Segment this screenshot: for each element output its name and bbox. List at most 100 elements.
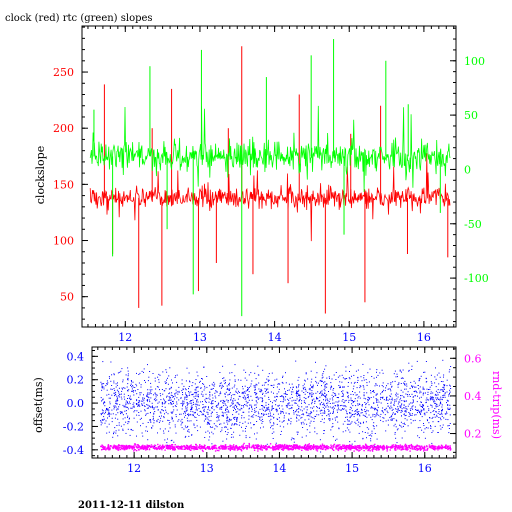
offset-point bbox=[276, 399, 277, 401]
roundtrip-point bbox=[252, 445, 254, 448]
roundtrip-point bbox=[333, 444, 335, 446]
offset-point bbox=[114, 395, 115, 397]
offset-point bbox=[338, 400, 340, 402]
roundtrip-point bbox=[337, 447, 339, 450]
offset-point bbox=[434, 425, 436, 427]
roundtrip-point bbox=[381, 447, 383, 450]
offset-point bbox=[438, 383, 440, 385]
offset-point bbox=[232, 399, 234, 401]
roundtrip-point bbox=[419, 446, 421, 449]
offset-point bbox=[229, 392, 231, 394]
roundtrip-point bbox=[364, 446, 366, 448]
offset-point bbox=[216, 420, 218, 422]
roundtrip-point bbox=[242, 445, 244, 448]
offset-point bbox=[151, 407, 153, 408]
offset-point bbox=[325, 383, 327, 385]
offset-point bbox=[197, 404, 199, 406]
offset-point bbox=[266, 389, 267, 391]
offset-point bbox=[435, 390, 437, 392]
offset-point bbox=[324, 408, 325, 410]
offset-point bbox=[427, 427, 429, 429]
offset-point bbox=[172, 401, 173, 402]
offset-point bbox=[398, 382, 400, 384]
offset-point bbox=[139, 405, 141, 407]
offset-point bbox=[390, 402, 392, 404]
offset-point bbox=[110, 413, 112, 415]
offset-point bbox=[228, 421, 230, 423]
offset-point bbox=[411, 406, 413, 408]
offset-point bbox=[314, 415, 316, 417]
offset-point bbox=[107, 409, 109, 411]
offset-point bbox=[438, 411, 440, 413]
offset-point bbox=[223, 380, 225, 382]
offset-point bbox=[229, 382, 230, 384]
offset-point bbox=[298, 406, 300, 408]
offset-point bbox=[362, 363, 364, 365]
offset-point bbox=[346, 411, 348, 413]
offset-point bbox=[205, 418, 207, 420]
offset-point bbox=[190, 406, 192, 408]
offset-point bbox=[263, 384, 265, 386]
offset-point bbox=[145, 430, 147, 432]
roundtrip-point bbox=[449, 449, 452, 451]
offset-point bbox=[324, 418, 325, 420]
offset-point bbox=[135, 390, 136, 392]
offset-point bbox=[355, 405, 357, 407]
offset-point bbox=[424, 412, 426, 414]
offset-point bbox=[247, 401, 249, 403]
offset-point bbox=[365, 398, 367, 400]
offset-point bbox=[410, 410, 412, 411]
offset-point bbox=[333, 409, 334, 411]
offset-point bbox=[235, 391, 237, 393]
offset-point bbox=[196, 395, 198, 397]
roundtrip-point bbox=[277, 447, 279, 449]
offset-point bbox=[140, 410, 142, 412]
offset-point bbox=[260, 390, 262, 392]
offset-point bbox=[308, 396, 310, 397]
offset-point bbox=[111, 409, 113, 411]
offset-point bbox=[119, 404, 121, 406]
offset-point bbox=[384, 414, 386, 416]
roundtrip-point bbox=[395, 445, 398, 447]
offset-point bbox=[144, 410, 146, 412]
offset-point bbox=[313, 418, 315, 420]
offset-point bbox=[278, 383, 280, 385]
roundtrip-point bbox=[192, 445, 194, 448]
roundtrip-point bbox=[419, 447, 421, 450]
offset-point bbox=[402, 391, 404, 393]
roundtrip-point bbox=[239, 446, 241, 448]
roundtrip-point bbox=[185, 445, 188, 447]
offset-point bbox=[439, 399, 441, 401]
offset-point bbox=[194, 392, 196, 394]
offset-point bbox=[354, 410, 356, 412]
offset-point bbox=[390, 388, 391, 390]
offset-point bbox=[303, 401, 305, 403]
offset-point bbox=[180, 420, 182, 422]
offset-point bbox=[295, 399, 297, 401]
offset-point bbox=[142, 398, 144, 400]
offset-point bbox=[182, 389, 184, 390]
offset-point bbox=[167, 438, 168, 440]
offset-point bbox=[328, 376, 330, 378]
offset-point bbox=[397, 410, 399, 412]
offset-point bbox=[423, 423, 424, 424]
offset-point bbox=[248, 411, 250, 413]
roundtrip-point bbox=[142, 444, 144, 447]
offset-point bbox=[182, 405, 183, 407]
offset-point bbox=[411, 407, 413, 409]
offset-point bbox=[125, 410, 127, 412]
offset-point bbox=[376, 369, 378, 371]
offset-point bbox=[181, 408, 183, 410]
offset-point bbox=[100, 424, 102, 426]
offset-point bbox=[259, 390, 261, 392]
offset-point bbox=[232, 401, 234, 403]
offset-point bbox=[113, 432, 114, 434]
offset-point bbox=[234, 364, 236, 366]
offset-point bbox=[242, 405, 244, 406]
offset-point bbox=[367, 410, 369, 412]
offset-point bbox=[383, 417, 385, 419]
offset-point bbox=[421, 416, 423, 418]
offset-point bbox=[259, 417, 261, 419]
roundtrip-point bbox=[216, 449, 219, 452]
offset-point bbox=[406, 383, 408, 385]
